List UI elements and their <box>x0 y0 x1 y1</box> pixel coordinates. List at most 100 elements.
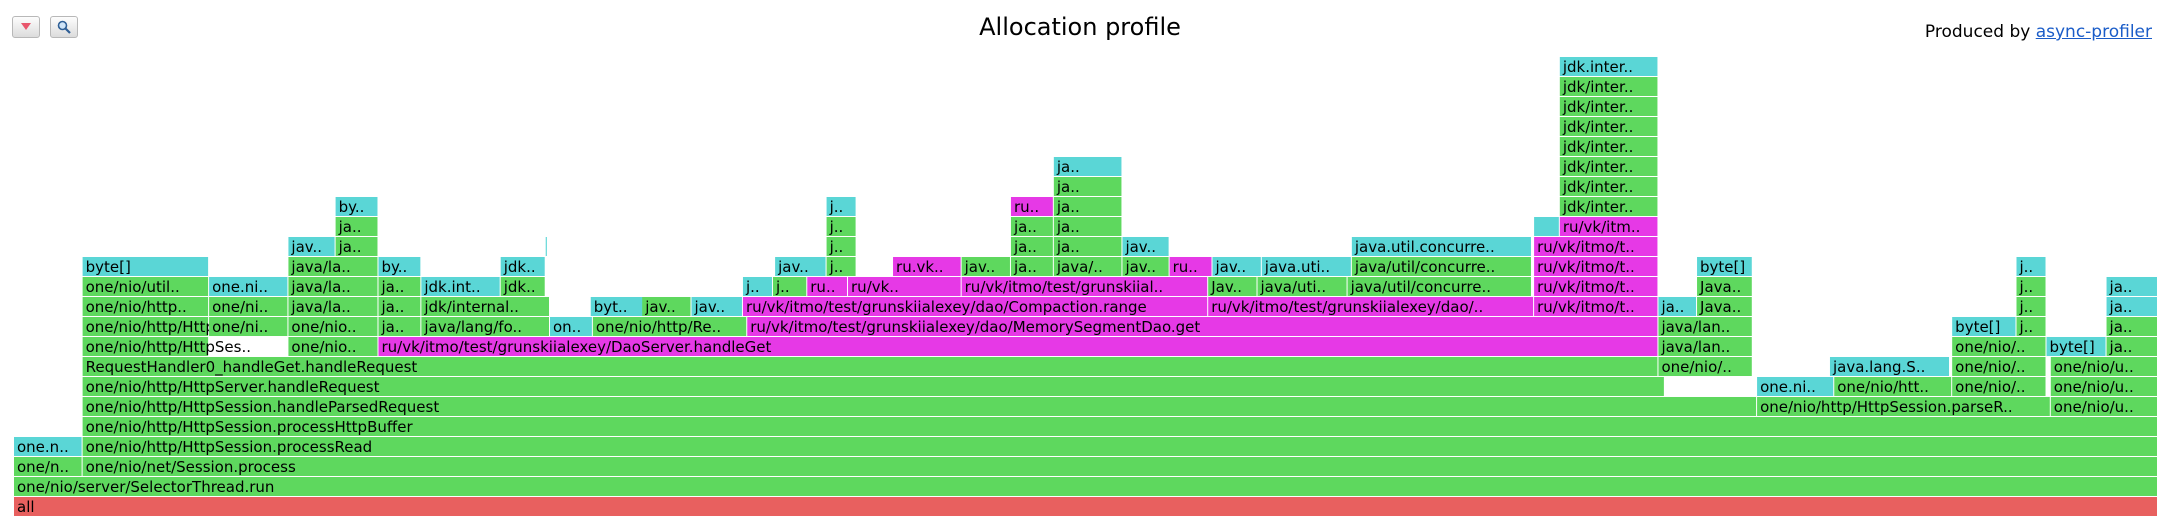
flame-frame[interactable]: ru/vk/itmo/test/grunskiialexey/DaoServer… <box>378 337 1658 356</box>
flame-frame[interactable]: one/nio/http/HttpSession.handleParsedReq… <box>82 397 1757 416</box>
flame-frame[interactable]: java Java.. <box>1697 297 1752 316</box>
flame-frame[interactable]: java j.. <box>772 277 807 296</box>
flame-frame[interactable]: one/nio/util one/nio/u.. <box>2050 357 2157 376</box>
flame-frame[interactable]: jdk/internaljdk/inter.. <box>1559 77 1658 96</box>
flame-frame[interactable]: jdk/internal jdk/internal.. <box>421 297 549 316</box>
flame-frame[interactable]: java j.. <box>2016 317 2046 336</box>
flame-frame[interactable]: one/nio/util one/nio/u.. <box>2050 397 2157 416</box>
flame-frame[interactable]: java/lang java/la.. <box>288 297 378 316</box>
flame-frame[interactable]: java/lang java/la.. <box>288 257 378 276</box>
flame-frame[interactable]: javajav.. <box>288 237 335 256</box>
flame-frame[interactable]: one/nio/http/HttpSession.parseRequest one… <box>1757 397 2050 416</box>
async-profiler-link[interactable]: async-profiler <box>2035 22 2152 42</box>
flame-frame[interactable]: one/nio one/nio/.. <box>1658 357 1752 376</box>
flame-frame[interactable]: ru ru.. <box>1010 197 1053 216</box>
flame-frame[interactable]: jdk/internaljdk/inter.. <box>1559 117 1658 136</box>
flame-frame[interactable]: one/nio/http/HttpSession.processHttpBuff… <box>82 417 2158 436</box>
flame-frame[interactable]: java j.. <box>826 237 856 256</box>
flame-frame[interactable]: java j.. <box>826 257 856 276</box>
flame-frame[interactable]: java j.. <box>826 217 856 236</box>
flame-frame[interactable]: one.nio.http one.ni.. <box>1757 377 1834 396</box>
flame-frame[interactable]: ru/vk ru/vk.. <box>848 277 961 296</box>
flame-frame[interactable]: java j.. <box>2016 257 2046 276</box>
flame-frame[interactable]: ru/vk/itmo/t ru/vk/itmo/t.. <box>1534 237 1658 256</box>
flame-frame[interactable]: one/nio/http/HttpSessionone/nio/http/Htt… <box>82 337 251 356</box>
flame-frame[interactable]: one/nio/utilone/nio/util.. <box>82 277 209 296</box>
flame-frame[interactable]: ru/vk/itmo/t ru/vk/itmo/t.. <box>1534 257 1658 276</box>
flame-frame[interactable]: java/lang java/lan.. <box>1658 317 1752 336</box>
flame-frame[interactable]: java/lang java/la.. <box>288 277 378 296</box>
flame-frame[interactable]: jdk jdk.. <box>500 257 545 276</box>
flame-frame[interactable]: one/nio/httpone/nio/http.. <box>82 297 209 316</box>
flame-frame[interactable]: jdk/internaljdk/inter.. <box>1559 137 1658 156</box>
flame-frame[interactable]: java j.. <box>826 197 856 216</box>
flame-frame[interactable]: java Jav.. <box>1208 277 1257 296</box>
flame-frame[interactable]: allall <box>14 497 2157 516</box>
flame-frame[interactable]: one/nio/http one/nio/htt.. <box>1834 377 1952 396</box>
search-button[interactable] <box>50 16 78 38</box>
flame-frame[interactable]: ru/vk/itmo/test/grunskiialexey/dao/Compa… <box>742 297 1208 316</box>
flame-frame[interactable]: one.nio.net.Sessionone.n.. <box>14 437 82 456</box>
flame-frame[interactable]: jdk jdk.. <box>500 277 545 296</box>
flame-frame[interactable]: ru ru.. <box>1169 257 1212 276</box>
flame-frame[interactable]: ru/vk/itm ru/vk/itm.. <box>1559 217 1658 236</box>
flame-frame[interactable]: java/util/concurrent java/util/concurre.. <box>1351 257 1531 276</box>
flame-frame[interactable]: one/nio one/nio/.. <box>1952 377 2046 396</box>
flame-frame[interactable]: byte[]byte[] <box>82 257 209 276</box>
flame-frame[interactable]: one/nio/net/Session.process one/nio/net/S… <box>82 457 2158 476</box>
flame-frame[interactable]: java j.. <box>742 277 772 296</box>
flame-frame[interactable]: java/lang/fo java/lang/fo.. <box>421 317 549 336</box>
flame-frame[interactable]: one/nio/http/HttpServer.handleRequestone… <box>82 377 1664 396</box>
flame-frame[interactable]: javaja.. <box>1053 157 1122 176</box>
flame-frame[interactable]: java.util.concurrent java.util.concurre.. <box>1351 237 1531 256</box>
flame-frame[interactable]: java j.. <box>2016 277 2046 296</box>
flame-frame[interactable]: ru/vk/itmo/test/grunskiialexey/dao/Memor… <box>747 317 1658 336</box>
flame-frame[interactable]: java j.. <box>2016 297 2046 316</box>
flame-frame[interactable]: one/nio one/nio.. <box>288 337 378 356</box>
flame-frame[interactable]: one on.. <box>550 317 592 336</box>
flame-frame[interactable]: javaja.. <box>1053 177 1122 196</box>
flame-frame[interactable]: ru/vk/itmo/test/grunskiial ru/vk/itmo/tes… <box>961 277 1208 296</box>
flame-frame[interactable]: one/nio one/nio.. <box>288 317 378 336</box>
flame-frame[interactable]: one/nio/http/Re one/nio/http/Re.. <box>592 317 747 336</box>
flame-frame[interactable]: jdk.internaljdk.inter.. <box>1559 57 1658 76</box>
flame-frame[interactable]: ru/vk/itmo/t ru/vk/itmo/t.. <box>1534 277 1658 296</box>
flame-frame[interactable]: RequestHandler0_handleGet.handleRequestR… <box>82 357 1658 377</box>
flame-frame[interactable]: one/nioone/ni.. <box>209 317 288 336</box>
flame-frame[interactable]: one/nio one/nio/.. <box>1952 357 2046 376</box>
flame-frame[interactable]: one/nio one/nio/.. <box>1952 337 2046 356</box>
flame-frame[interactable]: java.lang.String java.lang.S.. <box>1829 357 1950 376</box>
flame-frame[interactable]: jdk/internaljdk/inter.. <box>1559 97 1658 116</box>
flame-frame[interactable]: byteby.. <box>335 197 378 216</box>
flame-frame[interactable]: byte[]byte[] <box>1952 317 2016 336</box>
flame-frame[interactable]: ru/vk/itmo/t ru/vk/itmo/t.. <box>1534 297 1658 316</box>
flame-frame[interactable]: one/nio/util one/nio/u.. <box>2050 377 2157 396</box>
flame-frame[interactable]: java Java.. <box>1697 277 1752 296</box>
flame-frame[interactable]: one.nio one.ni.. <box>209 277 288 296</box>
reverse-button[interactable] <box>12 16 40 38</box>
